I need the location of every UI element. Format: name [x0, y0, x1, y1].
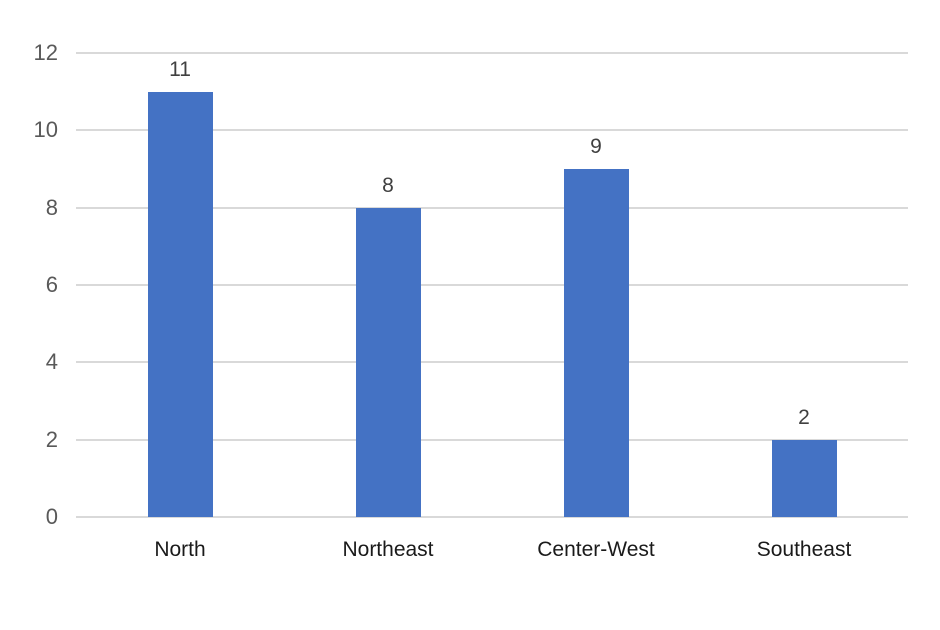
bar-value-label: 11: [169, 57, 191, 81]
bar-center-west: [563, 169, 629, 517]
category-label-center-west: Center-West: [537, 538, 655, 561]
category-label-north: North: [154, 538, 206, 561]
bar-value-label: 2: [798, 405, 810, 429]
bar-northeast: [355, 207, 421, 517]
category-label-northeast: Northeast: [342, 538, 434, 561]
gridline: [76, 206, 908, 209]
gridline: [76, 284, 908, 286]
y-axis-tick-label: 12: [33, 40, 58, 65]
y-axis-tick-label: 10: [33, 117, 58, 143]
gridline: [76, 129, 908, 132]
gridline: [76, 52, 908, 54]
bar-value-label: 9: [590, 135, 602, 158]
bar-north: [147, 91, 213, 517]
y-axis-tick-label: 2: [45, 426, 58, 452]
y-axis-tick-label: 6: [45, 272, 58, 297]
bar-value-label: 8: [382, 173, 394, 197]
bar-southeast: [771, 439, 837, 517]
y-axis-tick-label: 4: [45, 349, 58, 375]
category-label-southeast: Southeast: [756, 538, 852, 561]
y-axis-tick-label: 0: [45, 504, 58, 529]
y-axis-tick-label: 8: [45, 194, 58, 220]
gridline: [76, 438, 908, 441]
gridline: [76, 516, 908, 518]
gridline: [76, 361, 908, 364]
